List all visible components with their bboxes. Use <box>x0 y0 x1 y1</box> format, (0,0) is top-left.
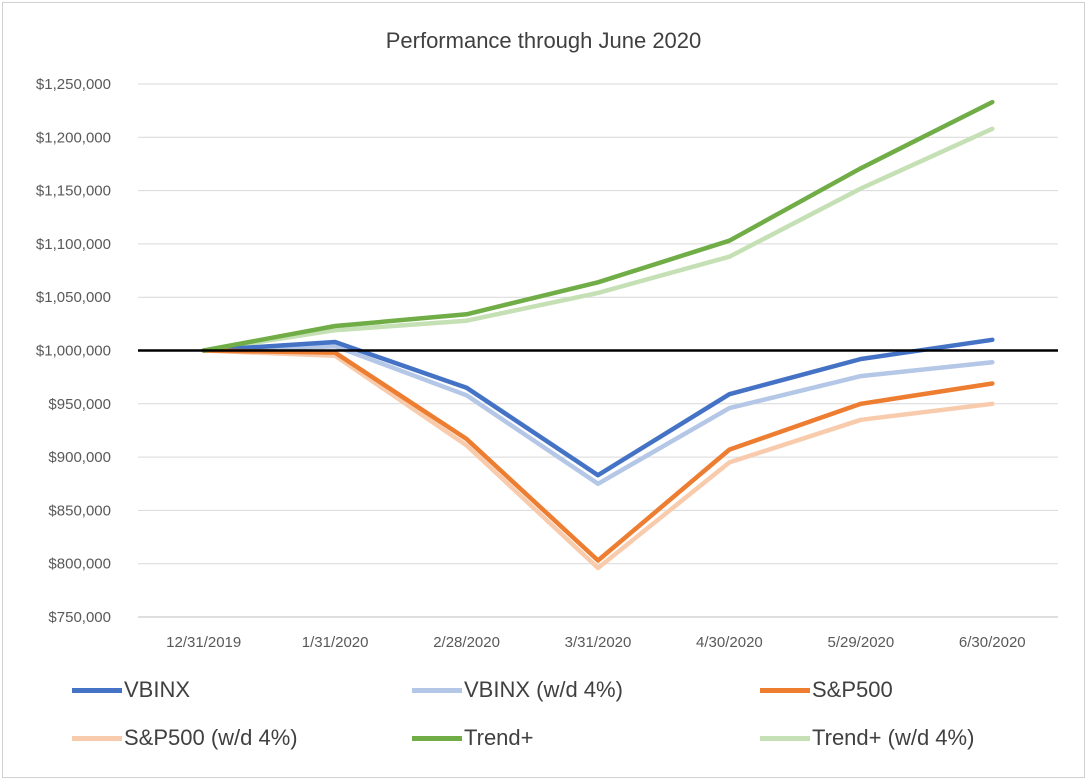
series-line-vbinx-w-d-4 <box>201 343 995 487</box>
y-axis-labels: $750,000 $800,000 $850,000 $900,000 $950,000… <box>36 76 111 626</box>
series-line-trend <box>201 99 995 353</box>
legend-item-trend-wd: Trend+ (w/d 4%) <box>760 725 974 751</box>
legend-item-sp500: S&P500 <box>760 677 893 703</box>
legend-label: S&P500 <box>812 677 893 702</box>
legend-label: VBINX <box>124 677 191 702</box>
legend-swatch <box>72 687 122 693</box>
x-tick-label: 3/31/2020 <box>565 634 632 651</box>
x-tick-label: 4/30/2020 <box>696 634 763 651</box>
series-line-vbinx <box>201 337 995 478</box>
legend-item-sp500-wd: S&P500 (w/d 4%) <box>72 725 298 751</box>
legend-label: S&P500 (w/d 4%) <box>124 725 298 750</box>
y-tick-label: $750,000 <box>48 609 111 626</box>
series-line-trend-w-d-4 <box>201 126 995 353</box>
x-tick-label: 2/28/2020 <box>433 634 500 651</box>
x-tick-label: 5/29/2020 <box>827 634 894 651</box>
y-tick-label: $800,000 <box>48 556 111 573</box>
x-tick-label: 6/30/2020 <box>959 634 1026 651</box>
chart-title: Performance through June 2020 <box>385 28 702 53</box>
x-axis-labels: 12/31/2019 1/31/2020 2/28/2020 3/31/2020 4/3… <box>166 634 1025 651</box>
legend-swatch <box>760 735 810 741</box>
legend-label: Trend+ (w/d 4%) <box>812 725 975 750</box>
legend-item-vbinx-wd: VBINX (w/d 4%) <box>412 677 623 703</box>
y-tick-label: $1,200,000 <box>36 129 111 146</box>
legend-label: VBINX (w/d 4%) <box>464 677 623 702</box>
y-tick-label: $1,050,000 <box>36 289 111 306</box>
series-line-s-p500 <box>201 348 995 563</box>
legend-swatch <box>72 735 122 741</box>
legend-item-vbinx: VBINX <box>72 677 190 703</box>
y-tick-label: $900,000 <box>48 449 111 466</box>
legend-swatch <box>760 687 810 693</box>
series-lines <box>201 99 995 571</box>
series-line-s-p500-w-d-4 <box>201 348 995 571</box>
x-tick-label: 12/31/2019 <box>166 634 241 651</box>
y-tick-label: $1,250,000 <box>36 76 111 93</box>
y-tick-label: $950,000 <box>48 396 111 413</box>
legend-swatch <box>412 735 462 741</box>
y-tick-label: $1,000,000 <box>36 343 111 360</box>
x-tick-label: 1/31/2020 <box>302 634 369 651</box>
legend-swatch <box>412 687 462 693</box>
y-tick-label: $1,150,000 <box>36 183 111 200</box>
y-tick-label: $1,100,000 <box>36 236 111 253</box>
y-tick-label: $850,000 <box>48 502 111 519</box>
legend-label: Trend+ <box>464 725 534 750</box>
legend-item-trend: Trend+ <box>412 725 534 751</box>
